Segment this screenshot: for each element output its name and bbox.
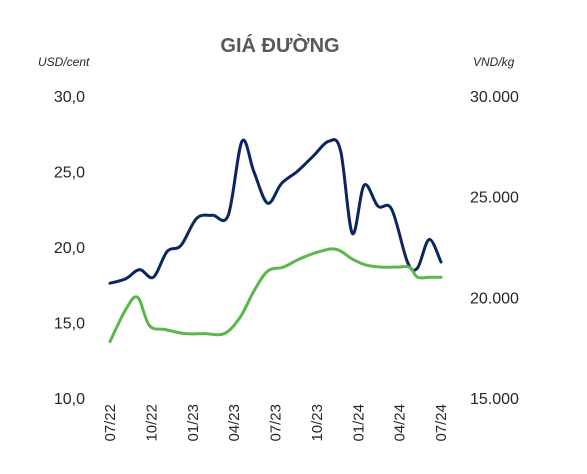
- right-tick-label: 15.000: [470, 391, 519, 408]
- x-tick-label: 04/24: [392, 404, 409, 442]
- right-tick-label: 20.000: [470, 290, 519, 307]
- x-tick-label: 01/23: [185, 404, 202, 442]
- x-tick-label: 01/24: [350, 404, 367, 442]
- series-line-usd: [108, 138, 443, 285]
- x-axis-ticks: 07/22 10/22 01/23 04/23 07/23 10/23 01/24 04/24…: [102, 404, 450, 442]
- left-axis-unit: USD/cent: [38, 55, 90, 69]
- left-tick-label: 25,0: [54, 165, 85, 182]
- right-axis-unit: VND/kg: [473, 55, 515, 69]
- left-axis-ticks: 30,0 25,0 20,0 15,0 10,0: [54, 89, 85, 408]
- left-tick-label: 15,0: [54, 316, 85, 333]
- series-line-vnd: [108, 247, 443, 344]
- x-tick-label: 07/24: [433, 404, 450, 442]
- series-lines: [108, 138, 443, 344]
- left-tick-label: 30,0: [54, 89, 85, 106]
- x-tick-label: 07/22: [102, 404, 119, 442]
- x-tick-label: 07/23: [268, 404, 285, 442]
- left-tick-label: 10,0: [54, 391, 85, 408]
- x-tick-label: 10/23: [309, 404, 326, 442]
- right-tick-label: 25.000: [470, 190, 519, 207]
- right-axis-ticks: 30.000 25.000 20.000 15.000: [470, 89, 519, 408]
- x-tick-label: 04/23: [226, 404, 243, 442]
- chart-title: GIÁ ĐƯỜNG: [220, 33, 339, 57]
- left-tick-label: 20,0: [54, 240, 85, 257]
- right-tick-label: 30.000: [470, 89, 519, 106]
- x-tick-label: 10/22: [143, 404, 160, 442]
